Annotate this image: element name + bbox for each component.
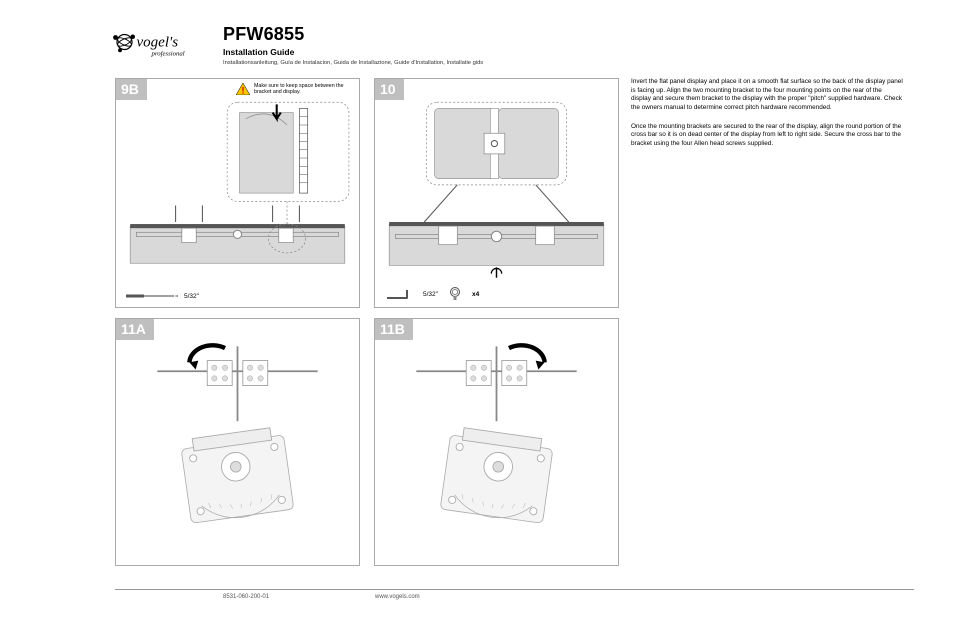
tool-row: 5/32": [126, 291, 199, 301]
product-model: PFW6855: [223, 24, 483, 45]
step-badge: 11B: [375, 319, 413, 340]
diagram-10: ℄: [383, 101, 610, 279]
panel-11b: 11B: [374, 318, 619, 566]
tool-row: 5/32" x4: [385, 287, 479, 301]
instruction-text: Invert the flat panel display and place …: [631, 78, 903, 158]
footer-url: www.vogels.com: [375, 594, 420, 600]
step-badge: 10: [375, 79, 404, 100]
warning-icon: !: [236, 83, 250, 95]
tool-size: 5/32": [184, 293, 199, 300]
tool-size: 5/32": [423, 291, 438, 298]
warning-text: Make sure to keep space between the brac…: [254, 83, 356, 95]
allen-key-icon: [385, 288, 413, 300]
diagram-9b: [124, 101, 351, 279]
screw-icon: [448, 287, 462, 301]
instruction-para-2: Once the mounting brackets are secured t…: [631, 123, 903, 149]
svg-text:!: !: [242, 86, 245, 96]
panel-grid: 9B ! Make sure to keep space between the…: [115, 78, 619, 566]
panel-10: 10: [374, 78, 619, 308]
footer: 8531-060-200-01 www.vogels.com: [115, 589, 914, 600]
doc-subtitle: Installation Guide: [223, 47, 483, 57]
warning-note: ! Make sure to keep space between the br…: [236, 83, 356, 95]
step-badge: 9B: [116, 79, 147, 100]
screw-qty: x4: [472, 291, 479, 298]
instruction-para-1: Invert the flat panel display and place …: [631, 78, 903, 113]
page: vogel's professional PFW6855 Installatio…: [115, 20, 914, 600]
diagram-11a: [124, 341, 351, 537]
brand-logo: vogel's professional: [111, 30, 201, 66]
step-badge: 11A: [116, 319, 154, 340]
svg-text:vogel's: vogel's: [137, 35, 179, 51]
panel-11a: 11A: [115, 318, 360, 566]
diagram-11b: [383, 341, 610, 537]
brand-tagline: professional: [151, 51, 185, 58]
panel-9b: 9B ! Make sure to keep space between the…: [115, 78, 360, 308]
document-number: 8531-060-200-01: [115, 594, 375, 600]
language-list: Installationsanleitung, Guía de Instalac…: [223, 60, 483, 66]
screwdriver-icon: [126, 291, 178, 301]
header: PFW6855 Installation Guide Installations…: [223, 24, 483, 66]
